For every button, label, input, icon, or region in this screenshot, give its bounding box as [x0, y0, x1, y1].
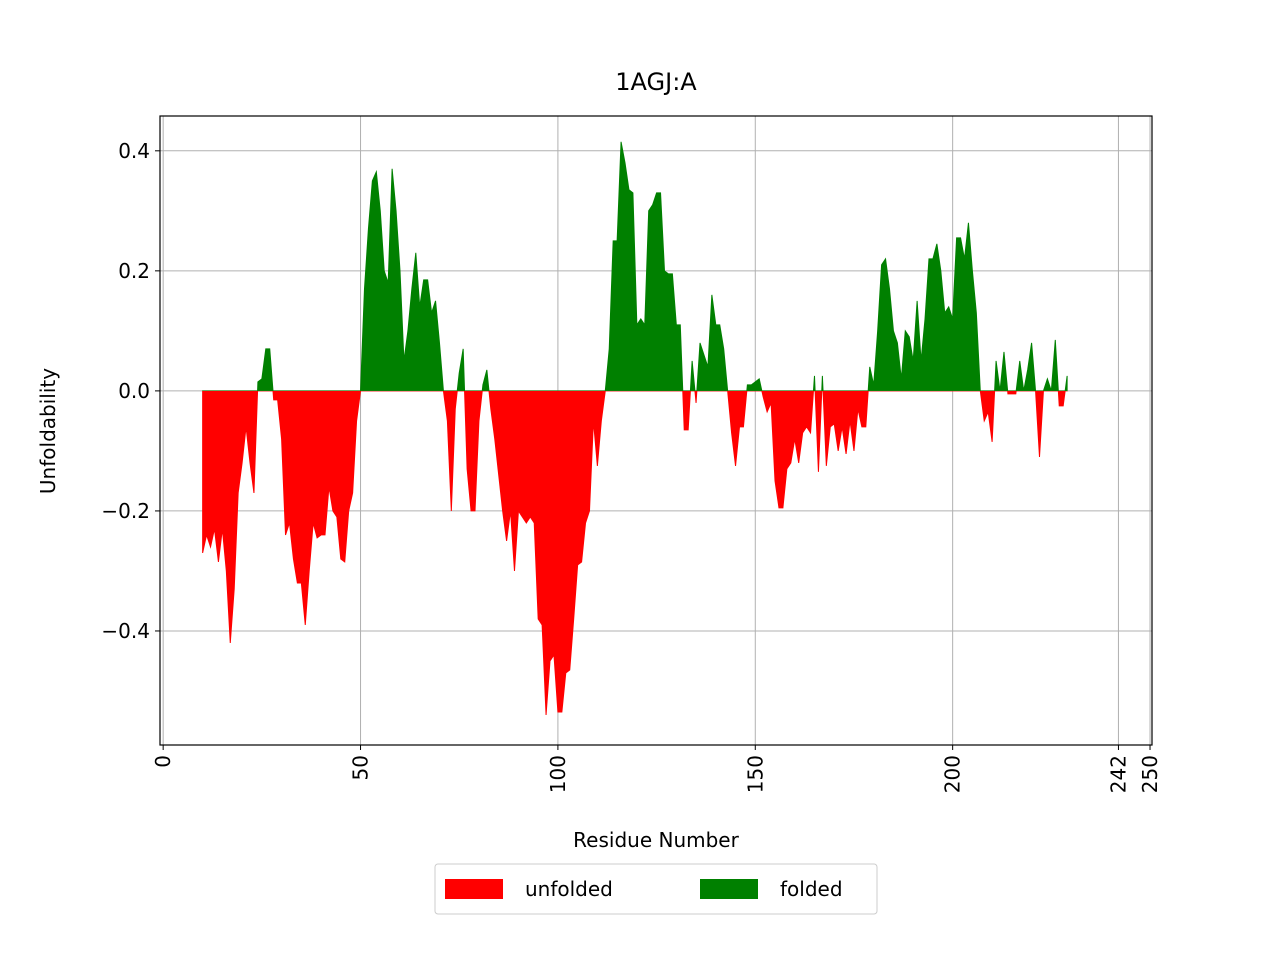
x-tick-label: 242: [1106, 755, 1130, 793]
plot-frame: [159, 115, 1153, 746]
x-tick-label: 250: [1138, 755, 1162, 793]
legend-swatch: [700, 879, 758, 899]
y-tick-label: −0.2: [101, 499, 150, 523]
legend-swatch: [445, 879, 503, 899]
x-tick-label: 0: [151, 755, 175, 768]
folded-area: [202, 141, 1068, 391]
legend-label: folded: [780, 877, 843, 901]
chart-title: 1AGJ:A: [615, 68, 697, 96]
y-axis-label: Unfoldability: [36, 368, 60, 494]
y-tick-label: −0.4: [101, 619, 150, 643]
y-tick-label: 0.4: [118, 139, 150, 163]
unfolded-area: [202, 390, 1068, 716]
x-axis-label: Residue Number: [573, 828, 739, 852]
legend-label: unfolded: [525, 877, 613, 901]
legend-box: [434, 863, 878, 915]
y-tick-label: 0.2: [118, 259, 150, 283]
x-tick-label: 150: [743, 755, 767, 793]
x-tick-label: 200: [941, 755, 965, 793]
x-tick-label: 50: [349, 755, 373, 780]
x-tick-label: 100: [546, 755, 570, 793]
y-tick-label: 0.0: [118, 379, 150, 403]
